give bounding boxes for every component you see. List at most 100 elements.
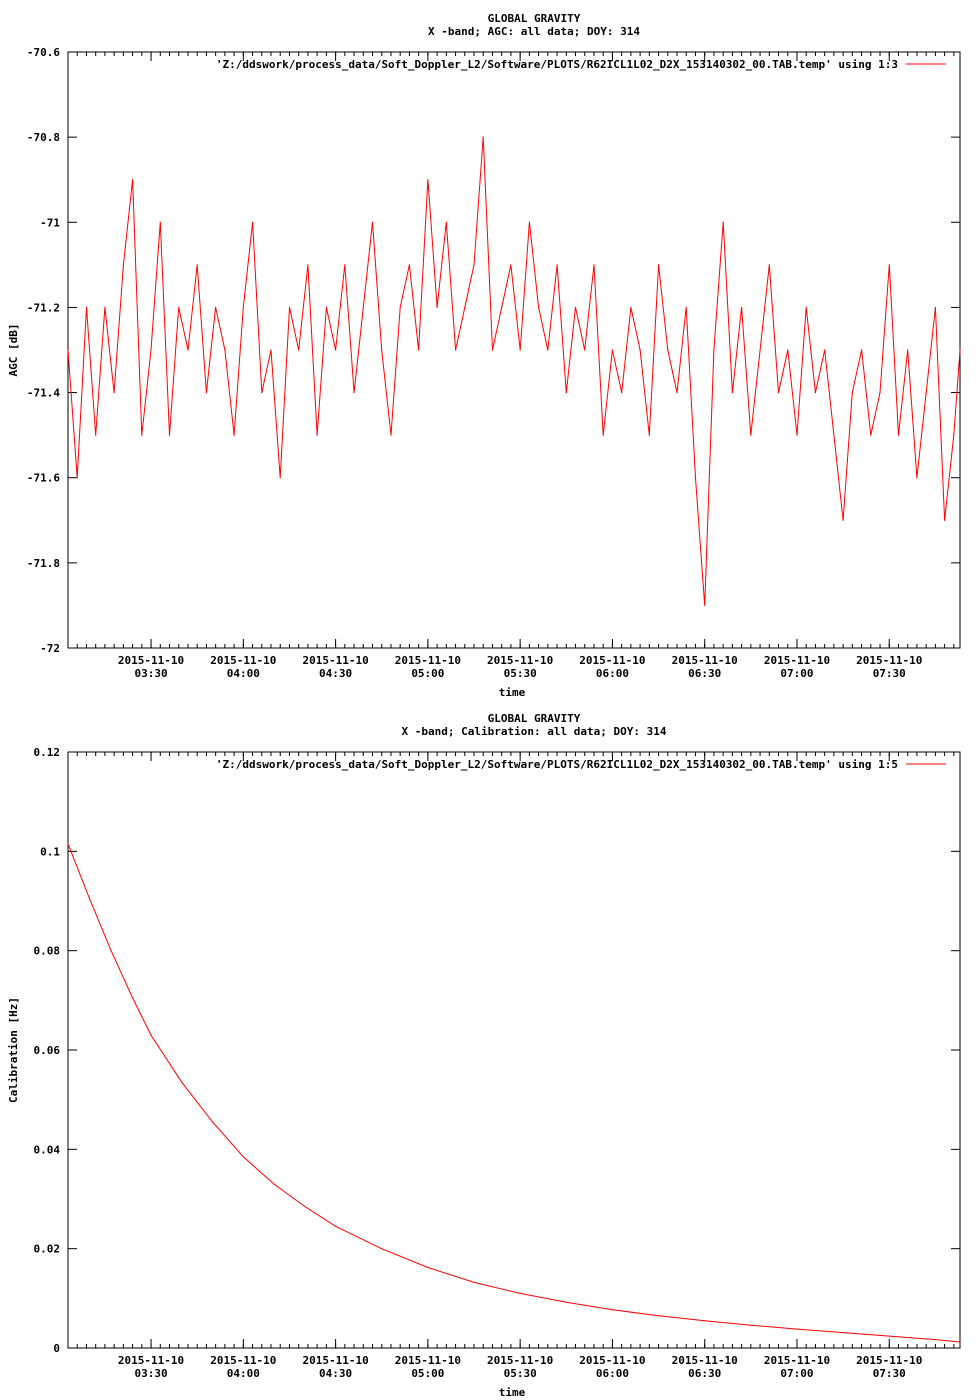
data-point: [888, 264, 890, 266]
chart-subtitle: X -band; Calibration: all data; DOY: 314: [402, 725, 667, 738]
data-point: [298, 349, 300, 351]
x-tick-label-date: 2015-11-10: [487, 1354, 553, 1367]
data-point: [648, 434, 650, 436]
y-tick-label: 0: [53, 1342, 60, 1355]
data-point: [934, 1338, 936, 1341]
data-point: [704, 604, 706, 607]
y-axis-label: Calibration [Hz]: [7, 997, 20, 1103]
data-point: [362, 306, 364, 309]
data-point: [381, 1248, 383, 1250]
data-point: [796, 1328, 798, 1330]
data-point: [482, 136, 484, 138]
data-point: [159, 221, 161, 223]
x-tick-label-date: 2015-11-10: [579, 1354, 645, 1367]
data-point: [316, 434, 318, 436]
data-point: [602, 434, 604, 436]
data-point: [787, 349, 789, 351]
data-point: [925, 391, 927, 394]
data-point: [959, 1341, 961, 1343]
y-tick-label: 0.12: [34, 746, 61, 759]
y-tick-label: -70.8: [27, 131, 60, 144]
y-tick-label: -70.6: [27, 46, 60, 59]
data-point: [187, 349, 189, 351]
x-tick-label-date: 2015-11-10: [856, 654, 922, 667]
data-point: [335, 1225, 337, 1227]
plot-frame: [67, 751, 961, 1349]
data-point: [777, 391, 780, 394]
data-point: [842, 519, 844, 521]
x-tick-label-date: 2015-11-10: [210, 1354, 276, 1367]
data-point: [233, 434, 235, 436]
data-point: [519, 1292, 521, 1294]
x-tick-label-time: 04:00: [227, 667, 260, 680]
y-tick-label: -72: [40, 642, 60, 655]
x-tick-label-time: 06:00: [596, 667, 629, 680]
data-point: [131, 179, 134, 181]
data-point: [510, 264, 512, 266]
data-point: [750, 1324, 752, 1326]
data-point: [224, 349, 226, 351]
data-point: [88, 897, 91, 900]
y-tick-label: -71.8: [27, 557, 60, 570]
data-point: [110, 950, 112, 952]
x-tick-label-time: 06:30: [688, 667, 721, 680]
data-point: [934, 306, 936, 309]
data-point: [630, 306, 632, 309]
y-tick-label: 0.1: [40, 845, 60, 858]
data-point: [685, 306, 687, 309]
data-point: [667, 349, 669, 351]
data-point: [574, 306, 577, 309]
data-point: [842, 1332, 844, 1334]
data-point: [731, 391, 733, 394]
data-point: [584, 349, 586, 351]
x-tick-label-date: 2015-11-10: [395, 1354, 461, 1367]
y-tick-label: 0.08: [34, 945, 61, 958]
data-point: [593, 264, 595, 266]
x-tick-label-time: 06:30: [688, 1367, 721, 1380]
x-tick-label-time: 04:30: [319, 667, 352, 680]
data-point: [454, 349, 457, 351]
y-tick-label: -71.2: [27, 301, 60, 314]
data-point: [150, 1034, 152, 1036]
y-tick-label: 0.04: [34, 1143, 61, 1156]
data-point: [639, 349, 641, 351]
data-point: [353, 391, 355, 394]
data-point: [547, 349, 549, 351]
data-point: [85, 306, 88, 309]
y-tick-label: 0.02: [34, 1243, 61, 1256]
x-tick-label-date: 2015-11-10: [764, 1354, 830, 1367]
data-point: [270, 349, 272, 351]
x-tick-label-time: 05:30: [504, 667, 537, 680]
data-point: [273, 1183, 275, 1185]
x-tick-label-date: 2015-11-10: [579, 654, 645, 667]
data-point: [907, 349, 909, 351]
data-point: [888, 1335, 890, 1337]
y-tick-label: -71.6: [27, 472, 60, 485]
x-tick-label-time: 04:00: [227, 1367, 260, 1380]
x-tick-label-date: 2015-11-10: [487, 654, 553, 667]
data-point: [371, 221, 374, 223]
data-point: [95, 434, 97, 436]
data-point: [288, 306, 291, 309]
data-point: [131, 997, 134, 999]
x-tick-label-time: 07:30: [873, 667, 906, 680]
x-tick-label-time: 03:30: [134, 667, 167, 680]
data-point: [464, 306, 466, 309]
x-tick-label-date: 2015-11-10: [302, 1354, 368, 1367]
x-tick-label-date: 2015-11-10: [210, 654, 276, 667]
data-point: [501, 306, 503, 309]
chart-title: GLOBAL GRAVITY: [488, 712, 581, 725]
y-tick-label: -71.4: [27, 387, 60, 400]
data-point: [261, 391, 263, 394]
data-point: [556, 264, 558, 266]
data-point: [750, 434, 752, 436]
data-point: [122, 264, 124, 266]
data-point: [399, 306, 401, 309]
series-line: [67, 137, 961, 606]
data-point: [621, 391, 623, 394]
y-tick-label: 0.06: [34, 1044, 61, 1057]
chart-title: GLOBAL GRAVITY: [488, 12, 581, 25]
data-point: [833, 434, 835, 436]
data-point: [870, 434, 872, 436]
